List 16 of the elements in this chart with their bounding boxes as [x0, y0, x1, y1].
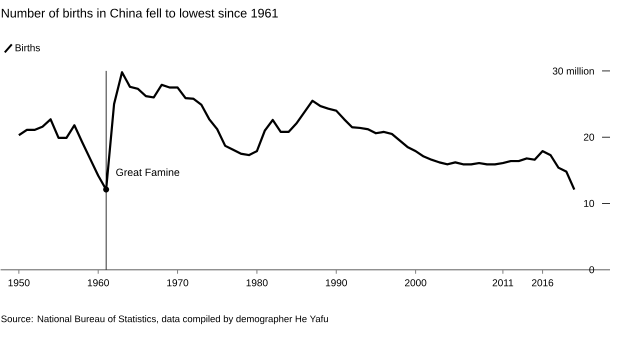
- x-tick-label: 1980: [246, 279, 268, 286]
- y-tick-label: 10: [584, 200, 594, 208]
- y-tick-label: 20: [584, 134, 594, 141]
- source-note: Source: National Bureau of Statistics, data compiled by demographer He Yafu: [1, 315, 328, 324]
- x-tick-label: 2016: [532, 279, 554, 286]
- x-tick-label: 1950: [8, 279, 30, 286]
- x-tick-label: 1960: [88, 279, 109, 286]
- y-tick-label: 30 million: [552, 67, 594, 75]
- legend-label: Births: [16, 44, 40, 52]
- y-tick-label: 0: [589, 266, 594, 274]
- annotation: Great Famine: [116, 168, 180, 176]
- x-tick-label: 2011: [492, 279, 514, 286]
- x-tick-label: 1990: [326, 279, 347, 286]
- x-tick-label: 2000: [404, 279, 426, 286]
- chart-title: Number of births in China fell to lowest since 1961: [2, 8, 278, 18]
- x-tick-label: 1970: [167, 279, 188, 286]
